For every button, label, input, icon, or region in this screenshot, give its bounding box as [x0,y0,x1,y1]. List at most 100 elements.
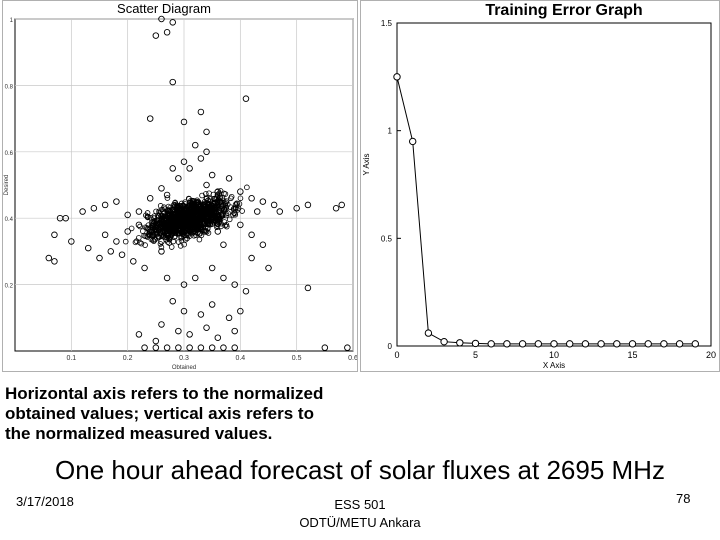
scatter-point [228,193,235,200]
scatter-y-tick-label: 0.8 [5,84,14,90]
scatter-point [79,208,86,215]
scatter-point [107,248,115,255]
error-data-point [518,340,527,348]
scatter-point [253,208,261,215]
scatter-point [181,241,187,248]
scatter-point [206,210,213,217]
footer-institution: ODTÜ/METU Ankara [299,515,421,530]
scatter-point [265,264,272,272]
caption-line-1: Horizontal axis refers to the normalized [5,384,324,403]
scatter-point [124,228,131,235]
scatter-point [113,198,120,205]
scatter-point [332,204,340,212]
scatter-point [149,233,156,240]
error-data-point [628,340,637,348]
scatter-point [161,210,168,216]
scatter-point [177,243,184,249]
scatter-point [248,231,255,239]
scatter-point [214,334,222,341]
scatter-point [259,241,267,249]
scatter-point [142,242,148,248]
error-plot-frame [396,22,712,347]
scatter-point [51,258,58,265]
scatter-point [101,231,109,239]
scatter-point [183,232,190,239]
scatter-point [200,211,207,218]
scatter-point [203,181,210,189]
error-x-tick-label: 20 [706,350,716,360]
scatter-point [237,195,244,202]
scatter-point [180,307,188,315]
scatter-point [164,195,171,201]
scatter-point [128,225,135,232]
scatter-point [146,195,154,202]
scatter-point [225,210,231,216]
scatter-point [167,204,174,211]
scatter-point [213,205,220,212]
scatter-point [205,219,212,226]
scatter-point [208,204,214,211]
scatter-point [141,344,148,351]
scatter-y-tick-label: 1 [10,18,14,24]
error-data-point [440,337,448,346]
scatter-point [164,231,171,238]
scatter-point [242,287,250,295]
scatter-point [237,221,244,229]
scatter-point [133,238,140,244]
error-y-tick-label: 1 [388,127,393,136]
scatter-point [146,115,154,122]
scatter-point [153,219,160,225]
error-x-tick-label: 10 [549,350,559,360]
scatter-point [151,215,157,221]
error-data-point [393,73,401,81]
scatter-point [211,195,217,202]
scatter-point [344,344,351,351]
scatter-point [205,197,211,204]
scatter-point [197,155,205,162]
scatter-x-axis-label: Obtained [172,365,196,371]
scatter-point [158,321,165,328]
scatter-point [180,281,188,288]
scatter-point [152,344,160,351]
scatter-point [192,274,199,282]
scatter-point [218,220,224,227]
scatter-point [191,209,197,216]
scatter-point [231,344,238,351]
error-data-point [644,340,652,348]
scatter-point [154,220,161,226]
scatter-y-axis-label: Desired [4,175,10,196]
caption-line-3: the normalized measured values. [5,424,273,443]
training-error-panel: Training Error Graph 0 5 10 15 20 0 0.5 1 1.5 X Ax… [360,0,720,372]
scatter-point [248,254,255,262]
scatter-point [180,118,188,126]
error-y-axis-label: Y Axis [362,153,371,175]
scatter-point [175,230,182,237]
error-data-point [503,340,511,348]
scatter-point [155,226,161,233]
scatter-point [215,214,222,221]
scatter-point [151,218,158,225]
scatter-x-tick-label: 0.3 [179,355,189,362]
scatter-point [270,201,278,209]
error-x-tick-label: 15 [627,350,637,360]
error-data-point [534,340,543,348]
scatter-point [304,201,312,209]
scatter-point [157,203,164,209]
footer-course: ESS 501 [334,497,386,512]
scatter-point [217,188,224,194]
scatter-point [175,175,182,182]
scatter-point [166,236,173,243]
scatter-point [212,214,219,220]
scatter-point [213,196,219,202]
scatter-point [237,188,244,195]
scatter-point [231,210,237,216]
scatter-point [145,222,152,228]
scatter-y-tick-label: 0.2 [5,284,14,290]
scatter-point [163,29,171,36]
scatter-y-tick-label: 0.4 [5,217,14,223]
scatter-x-tick-label: 0.4 [235,355,245,362]
error-data-point [566,340,574,348]
scatter-point [223,198,230,204]
scatter-point [158,248,165,255]
scatter-point [197,108,205,116]
